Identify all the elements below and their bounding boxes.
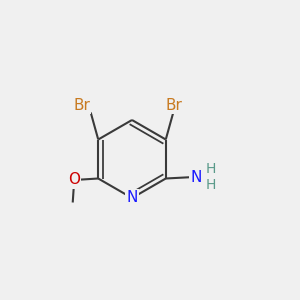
Text: H: H xyxy=(205,178,216,192)
Text: H: H xyxy=(205,162,216,176)
Text: N: N xyxy=(190,169,202,184)
Text: Br: Br xyxy=(73,98,90,112)
Text: O: O xyxy=(68,172,80,188)
Text: N: N xyxy=(126,190,138,206)
Text: Br: Br xyxy=(165,98,182,112)
